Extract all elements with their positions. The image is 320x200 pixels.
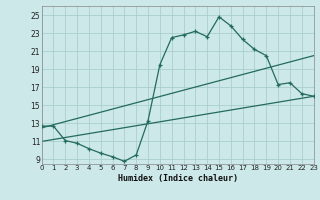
X-axis label: Humidex (Indice chaleur): Humidex (Indice chaleur) [118, 174, 237, 183]
